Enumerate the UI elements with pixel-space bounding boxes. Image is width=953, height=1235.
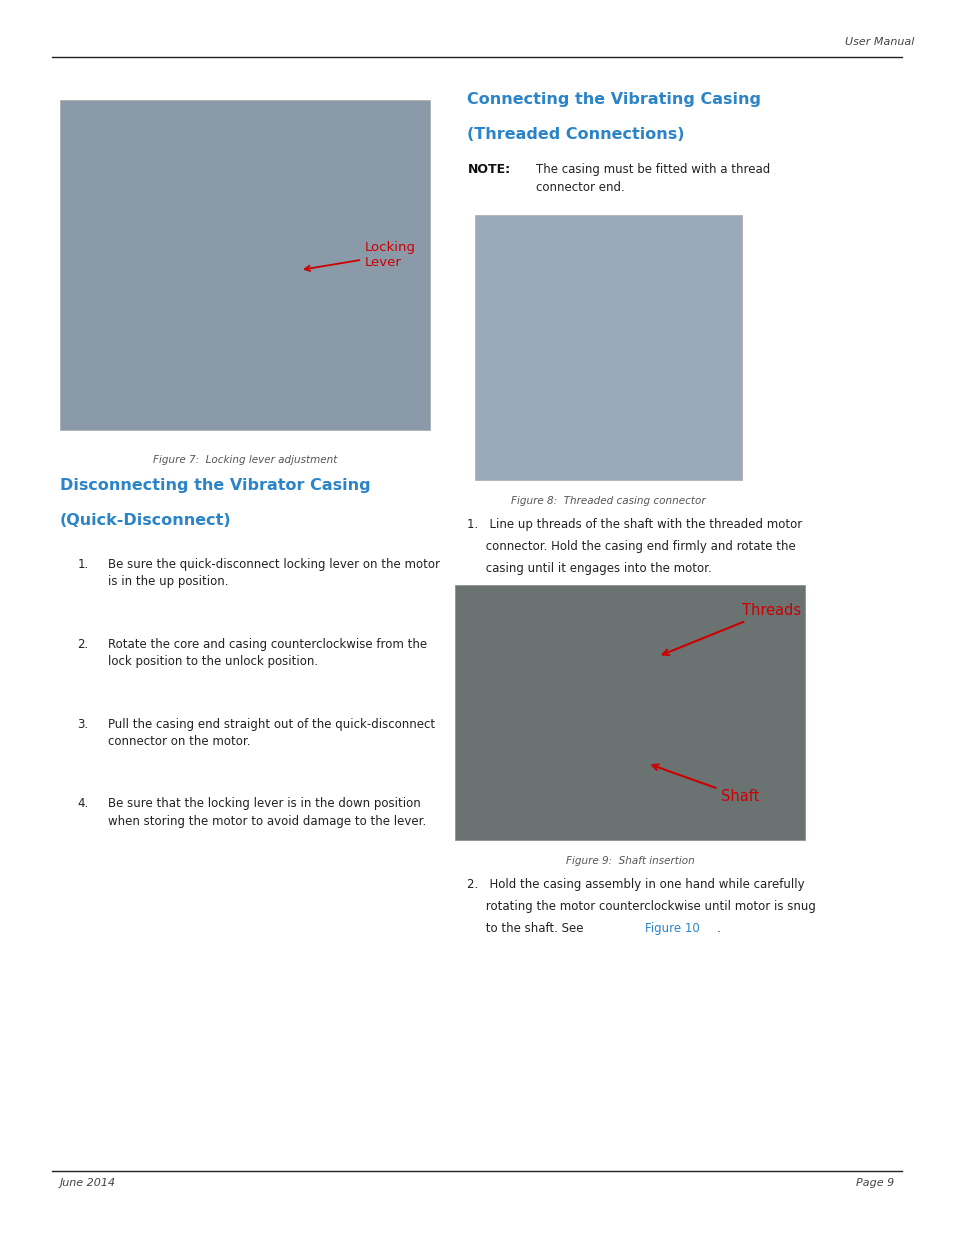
Text: Page 9: Page 9 — [855, 1178, 893, 1188]
Text: 1.: 1. — [77, 558, 89, 571]
Text: Disconnecting the Vibrator Casing: Disconnecting the Vibrator Casing — [60, 478, 371, 493]
Text: 3.: 3. — [77, 718, 89, 731]
Text: connector. Hold the casing end firmly and rotate the: connector. Hold the casing end firmly an… — [467, 540, 796, 553]
Text: 2.   Hold the casing assembly in one hand while carefully: 2. Hold the casing assembly in one hand … — [467, 878, 804, 890]
Text: rotating the motor counterclockwise until motor is snug: rotating the motor counterclockwise unti… — [467, 900, 816, 913]
Bar — [60, 100, 430, 430]
Text: (Threaded Connections): (Threaded Connections) — [467, 126, 684, 142]
Text: (Quick-Disconnect): (Quick-Disconnect) — [60, 513, 232, 527]
Text: Rotate the core and casing counterclockwise from the
lock position to the unlock: Rotate the core and casing counterclockw… — [108, 637, 427, 668]
Text: June 2014: June 2014 — [60, 1178, 116, 1188]
Text: Pull the casing end straight out of the quick-disconnect
connector on the motor.: Pull the casing end straight out of the … — [108, 718, 435, 748]
Text: to the shaft. See: to the shaft. See — [467, 923, 587, 935]
Bar — [475, 215, 741, 480]
Text: casing until it engages into the motor.: casing until it engages into the motor. — [467, 562, 712, 576]
Text: 4.: 4. — [77, 798, 89, 810]
Text: Connecting the Vibrating Casing: Connecting the Vibrating Casing — [467, 91, 760, 107]
Text: Locking
Lever: Locking Lever — [304, 241, 416, 270]
Text: Shaft: Shaft — [652, 764, 759, 804]
Text: NOTE:: NOTE: — [467, 163, 510, 177]
Text: Be sure the quick-disconnect locking lever on the motor
is in the up position.: Be sure the quick-disconnect locking lev… — [108, 558, 439, 589]
Text: 1.   Line up threads of the shaft with the threaded motor: 1. Line up threads of the shaft with the… — [467, 517, 801, 531]
Bar — [455, 585, 804, 840]
Text: Figure 10: Figure 10 — [644, 923, 699, 935]
Text: .: . — [716, 923, 720, 935]
Text: The casing must be fitted with a thread
connector end.: The casing must be fitted with a thread … — [536, 163, 770, 194]
Text: User Manual: User Manual — [843, 37, 913, 47]
Text: 2.: 2. — [77, 637, 89, 651]
Text: Be sure that the locking lever is in the down position
when storing the motor to: Be sure that the locking lever is in the… — [108, 798, 426, 827]
Text: Figure 9:  Shaft insertion: Figure 9: Shaft insertion — [565, 856, 694, 866]
Text: Threads: Threads — [662, 603, 801, 655]
Text: Figure 7:  Locking lever adjustment: Figure 7: Locking lever adjustment — [152, 454, 336, 466]
Text: Figure 8:  Threaded casing connector: Figure 8: Threaded casing connector — [511, 496, 705, 506]
